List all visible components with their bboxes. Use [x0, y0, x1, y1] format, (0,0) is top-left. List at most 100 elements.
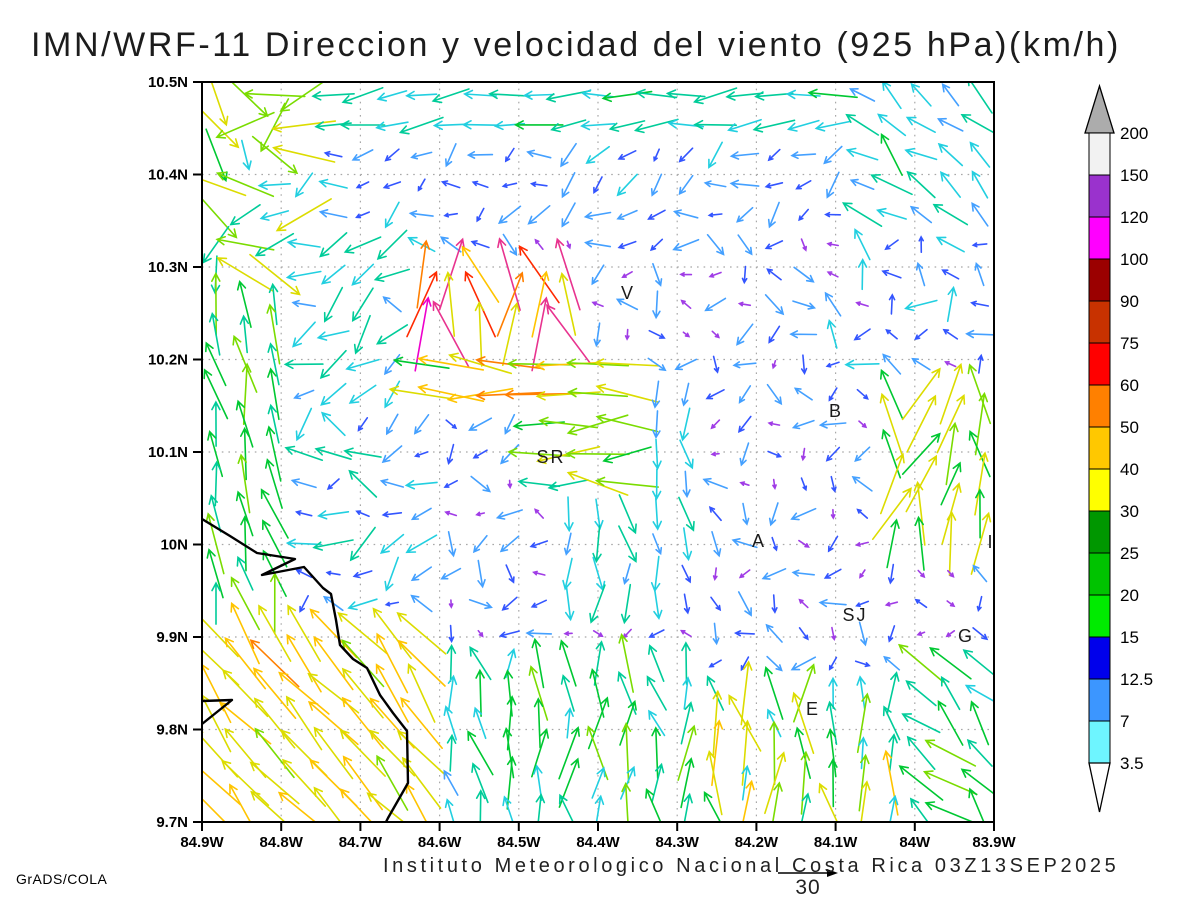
wind-arrow [970, 300, 990, 307]
wind-arrow [583, 211, 612, 220]
wind-arrow [853, 328, 871, 341]
wind-arrow [708, 141, 723, 169]
wind-arrow [765, 623, 783, 643]
wind-arrow [254, 727, 295, 779]
wind-arrow [443, 212, 458, 218]
wind-arrow [558, 726, 580, 780]
wind-arrow [798, 627, 809, 641]
wind-arrow [501, 596, 518, 611]
wind-arrow [467, 730, 494, 776]
wind-arrow [826, 728, 837, 778]
wind-arrow [678, 174, 694, 196]
wind-arrow [474, 300, 485, 367]
wind-arrow [594, 476, 659, 488]
colorbar-label: 15 [1120, 628, 1139, 647]
wind-arrow [740, 660, 753, 726]
wind-arrow [206, 548, 224, 599]
wind-arrow [905, 454, 938, 513]
colorbar-segment [1088, 636, 1111, 680]
wind-arrow [343, 447, 382, 458]
wind-arrow [591, 301, 604, 308]
wind-arrow [495, 509, 523, 520]
wind-arrow [472, 534, 488, 554]
wind-arrow [736, 206, 754, 223]
wind-arrow [677, 724, 697, 781]
wind-arrow [968, 429, 991, 478]
wind-arrow [384, 148, 400, 162]
wind-arrow [858, 753, 870, 812]
wind-arrow [202, 225, 230, 264]
wind-arrow [563, 532, 572, 556]
wind-arrow [854, 446, 871, 462]
wind-arrow [593, 322, 601, 348]
wind-arrow [202, 694, 232, 753]
wind-arrow [858, 621, 868, 647]
wind-arrow [682, 331, 691, 338]
y-tick-label: 9.7N [156, 814, 188, 831]
wind-arrow [337, 611, 389, 655]
wind-arrow [622, 628, 632, 639]
wind-arrow [384, 380, 401, 409]
wind-arrow [384, 601, 400, 607]
wind-arrow [504, 147, 515, 163]
wind-arrow [531, 727, 549, 778]
wind-arrow [880, 368, 903, 419]
wind-arrow [911, 357, 931, 371]
wind-arrow [414, 296, 432, 372]
wind-arrow [650, 173, 663, 197]
y-tick-label: 10.4N [148, 167, 188, 184]
wind-arrow [417, 178, 426, 192]
wind-arrow [320, 382, 347, 406]
y-tick-label: 9.9N [156, 629, 188, 646]
wind-arrow [936, 393, 966, 454]
reference-vector [778, 869, 838, 877]
colorbar-label: 90 [1120, 292, 1139, 311]
wind-arrow [975, 488, 985, 539]
wind-arrow [766, 383, 783, 406]
wind-arrow [407, 236, 436, 253]
wind-arrow [737, 234, 753, 256]
wind-arrow [602, 446, 652, 464]
wind-arrow [413, 451, 429, 458]
wind-arrow [445, 143, 457, 168]
wind-arrow [711, 330, 721, 339]
wind-arrow [285, 538, 322, 549]
wind-arrow [309, 608, 358, 659]
wind-arrow [620, 583, 632, 625]
wind-arrow [472, 449, 488, 459]
wind-arrow [742, 502, 750, 526]
chart-title: IMN/WRF-11 Direccion y velocidad del vie… [31, 26, 1121, 64]
wind-arrow [618, 525, 637, 563]
wind-arrow [647, 209, 666, 220]
wind-arrow [249, 761, 300, 805]
wind-arrow [594, 498, 604, 531]
wind-arrow [591, 766, 606, 799]
wind-arrow [647, 357, 667, 372]
wind-arrow [316, 330, 350, 341]
wind-arrow [909, 797, 929, 822]
colorbar-segment [1088, 384, 1111, 428]
wind-arrow [253, 697, 296, 749]
wind-arrow [594, 794, 605, 822]
x-tick-label: 84.4W [576, 834, 620, 851]
wind-arrow [884, 601, 899, 607]
coastline-path [202, 517, 410, 822]
wind-arrow [906, 394, 937, 453]
colorbar [1084, 83, 1115, 813]
wind-arrow [731, 538, 758, 549]
wind-arrow [215, 111, 275, 139]
wind-arrow [262, 519, 288, 568]
wind-arrow [944, 361, 957, 368]
wind-arrow [877, 113, 907, 137]
wind-arrow [241, 362, 252, 425]
wind-arrow [645, 787, 662, 822]
wind-arrow [710, 451, 720, 457]
wind-arrow [703, 180, 727, 188]
wind-arrow [872, 487, 912, 540]
wind-arrow [800, 750, 811, 815]
wind-arrow [939, 362, 963, 425]
wind-arrow [406, 270, 438, 338]
wind-arrow [882, 82, 902, 110]
wind-arrow [312, 539, 354, 551]
wind-arrow [940, 461, 962, 506]
